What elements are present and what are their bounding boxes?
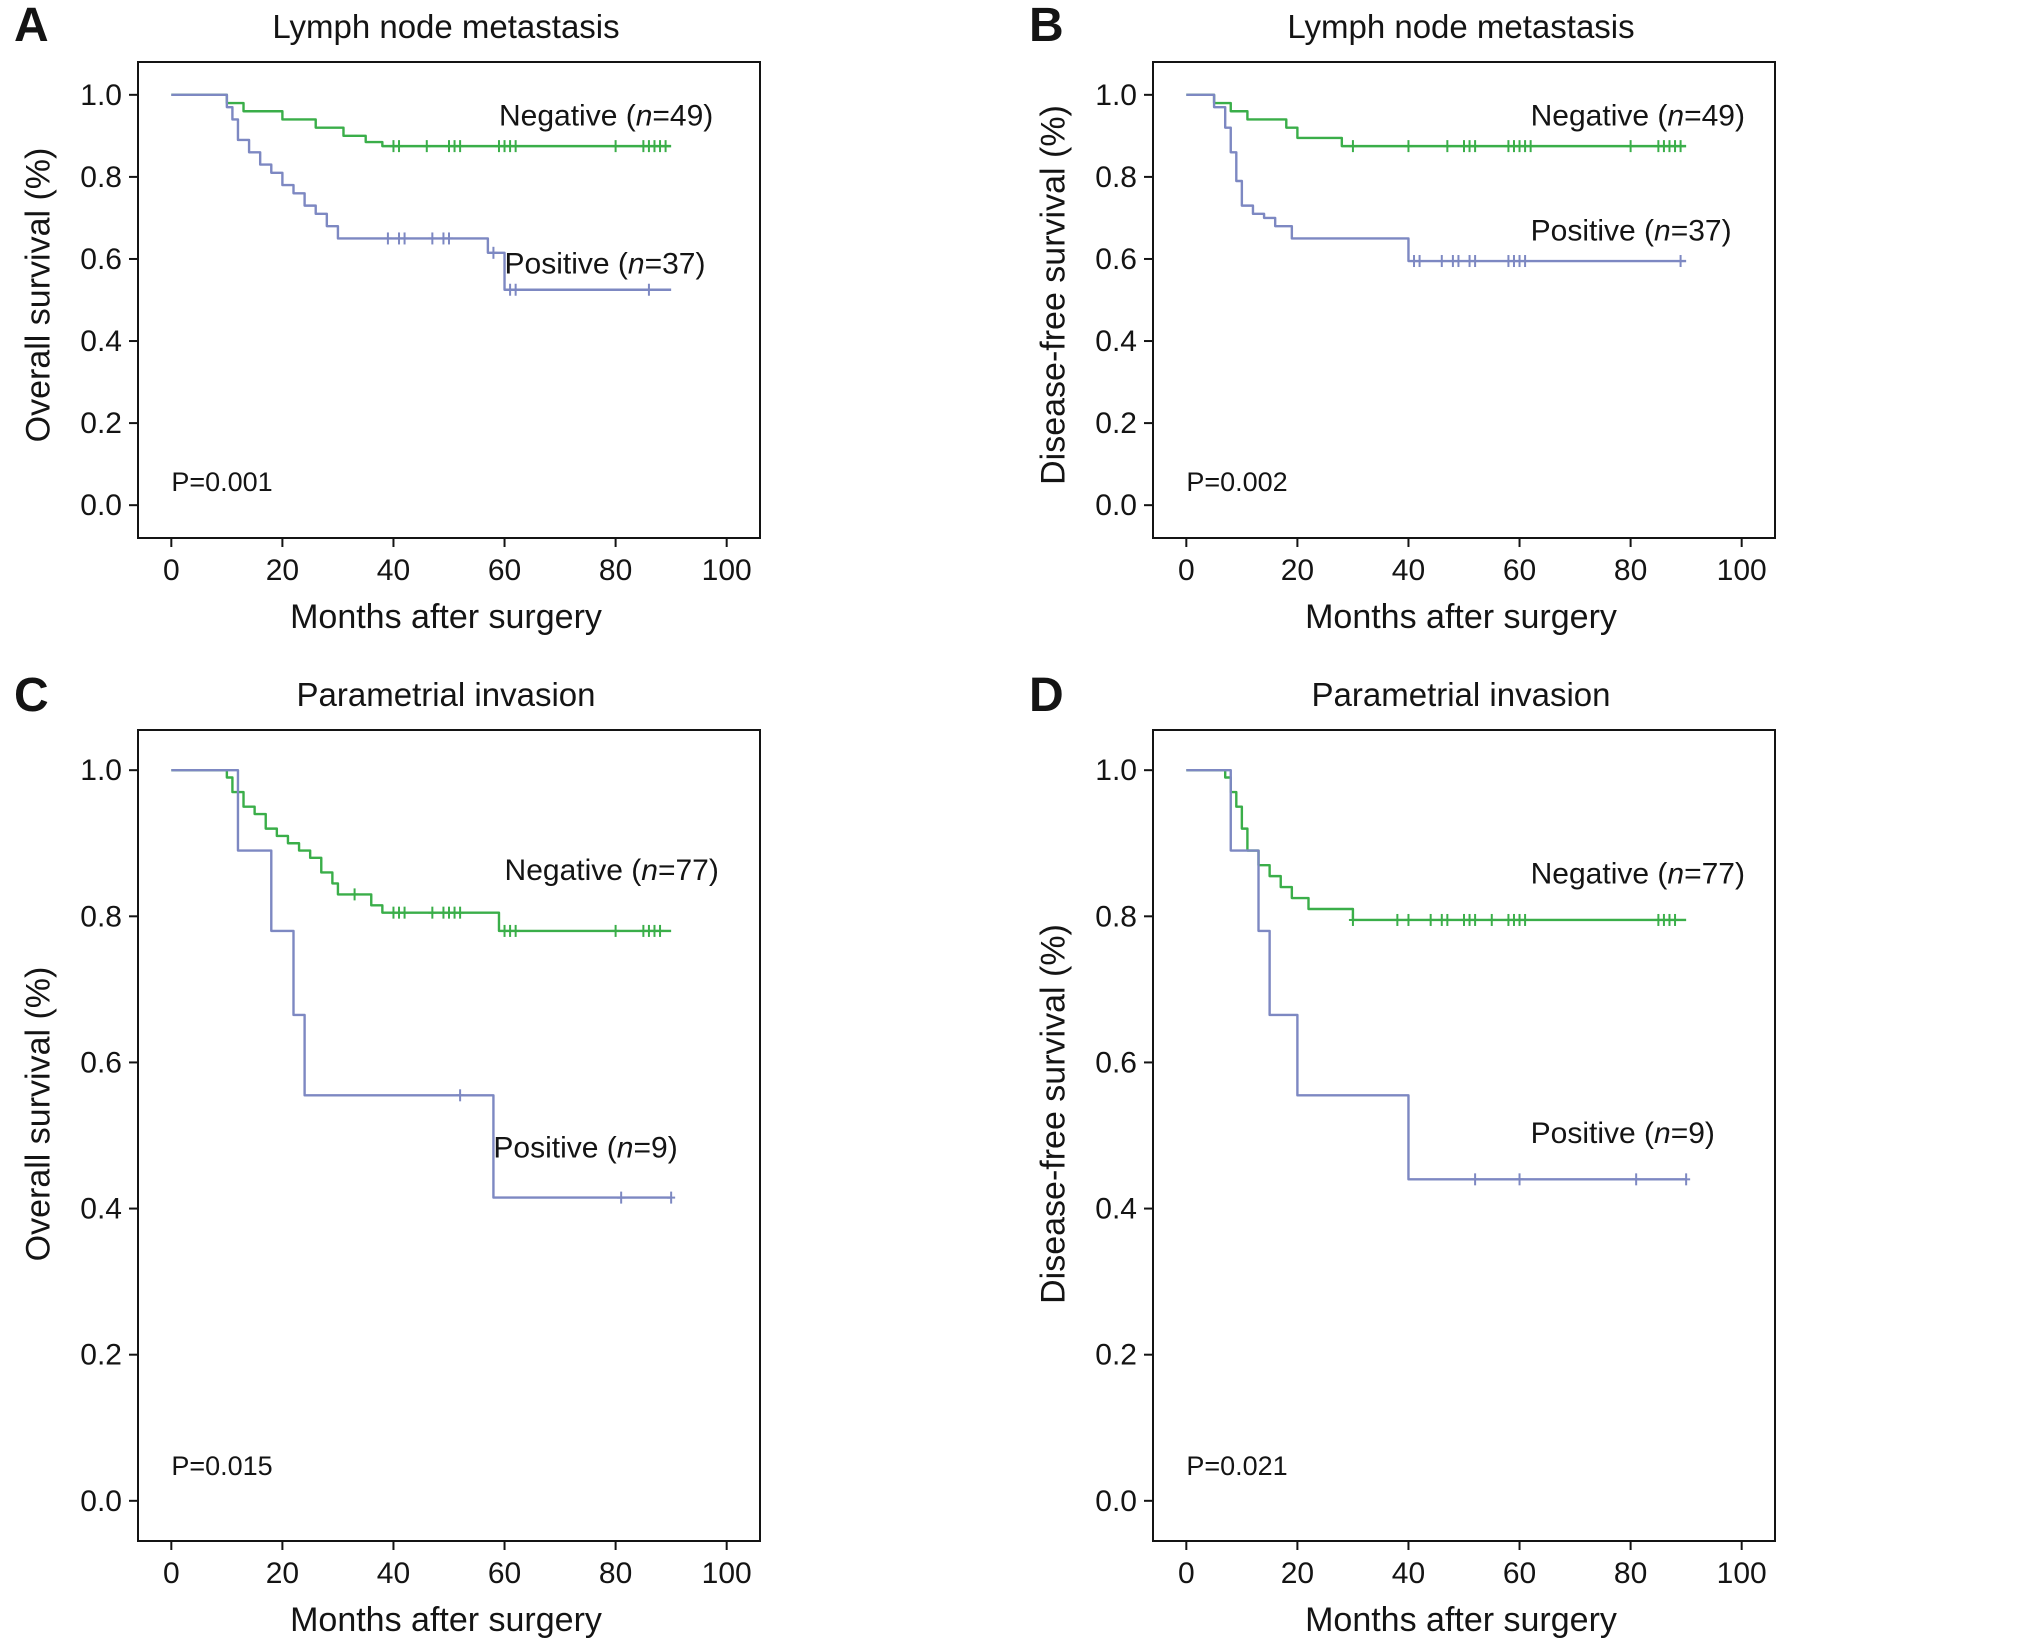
- y-tick-label: 0.6: [1095, 243, 1137, 276]
- x-tick-label: 60: [1503, 1557, 1536, 1590]
- x-tick-label: 20: [1281, 1557, 1314, 1590]
- x-tick-label: 100: [702, 1557, 752, 1590]
- y-axis-label-b: Disease-free survival (%): [1034, 105, 1073, 486]
- y-tick-label: 0.8: [80, 161, 122, 194]
- y-tick-label: 0.2: [1095, 407, 1137, 440]
- y-axis-label-wrap-c: Overall survival (%): [12, 718, 66, 1598]
- y-tick-label: 0.2: [80, 1339, 122, 1372]
- y-tick-label: 0.8: [80, 900, 122, 933]
- panel-letter-d: D: [1029, 669, 1064, 722]
- x-tick-label: 0: [1178, 554, 1195, 587]
- series-label-negative: Negative (n=49): [1531, 100, 1745, 133]
- y-tick-label: 0.4: [1095, 1193, 1137, 1226]
- km-curve-positive: [1186, 768, 1687, 1181]
- y-axis-label-wrap-a: Overall survival (%): [12, 50, 66, 595]
- y-tick-label: 0.6: [80, 1046, 122, 1079]
- x-axis-label-d: Months after surgery: [1305, 1601, 1617, 1639]
- km-curve-negative: [1186, 93, 1687, 148]
- y-axis-label-wrap-d: Disease-free survival (%): [1027, 718, 1081, 1598]
- x-tick-label: 100: [1717, 1557, 1767, 1590]
- chart-title-a: Lymph node metastasis: [272, 8, 620, 45]
- series-label-negative: Negative (n=77): [505, 854, 719, 887]
- km-curve-positive: [171, 93, 672, 291]
- x-tick-label: 20: [1281, 554, 1314, 587]
- x-tick-label: 40: [377, 1557, 410, 1590]
- x-axis-label-b: Months after surgery: [1305, 598, 1617, 636]
- y-tick-label: 0.6: [1095, 1046, 1137, 1079]
- y-tick-label: 0.0: [80, 1485, 122, 1518]
- x-tick-label: 40: [377, 554, 410, 587]
- series-label-negative: Negative (n=49): [499, 100, 713, 133]
- series-label-positive: Positive (n=37): [505, 247, 706, 280]
- x-tick-label: 80: [1614, 554, 1647, 587]
- series-label-positive: Positive (n=37): [1531, 215, 1732, 248]
- x-axis-label-a: Months after surgery: [290, 598, 602, 636]
- chart-title-b: Lymph node metastasis: [1287, 8, 1635, 45]
- km-curve-positive: [1186, 93, 1687, 263]
- panel-d: D Parametrial invasion Disease-free surv…: [1015, 640, 2031, 1644]
- y-tick-label: 0.4: [1095, 325, 1137, 358]
- panel-letter-a: A: [14, 0, 49, 52]
- y-tick-label: 0.2: [80, 407, 122, 440]
- panel-a: A Lymph node metastasis Overall survival…: [0, 0, 1015, 640]
- series-label-positive: Positive (n=9): [1531, 1117, 1715, 1150]
- y-axis-label-c: Overall survival (%): [19, 966, 58, 1262]
- x-tick-label: 0: [163, 1557, 180, 1590]
- x-tick-label: 20: [266, 554, 299, 587]
- km-curve-positive: [171, 768, 672, 1199]
- y-tick-label: 0.4: [80, 325, 122, 358]
- y-tick-label: 1.0: [80, 79, 122, 112]
- plot-frame: [137, 729, 761, 1542]
- panel-letter-b: B: [1029, 0, 1064, 52]
- x-tick-label: 100: [702, 554, 752, 587]
- p-value-label: P=0.015: [171, 1451, 272, 1481]
- y-tick-label: 0.0: [80, 489, 122, 522]
- p-value-label: P=0.002: [1186, 467, 1287, 497]
- p-value-label: P=0.001: [171, 467, 272, 497]
- panel-letter-c: C: [14, 669, 49, 722]
- y-tick-label: 0.2: [1095, 1339, 1137, 1372]
- km-curve-negative: [171, 93, 672, 148]
- x-tick-label: 0: [1178, 1557, 1195, 1590]
- x-tick-label: 80: [599, 554, 632, 587]
- x-tick-label: 0: [163, 554, 180, 587]
- y-tick-label: 1.0: [1095, 79, 1137, 112]
- y-axis-label-wrap-b: Disease-free survival (%): [1027, 50, 1081, 595]
- x-tick-label: 80: [599, 1557, 632, 1590]
- y-axis-label-d: Disease-free survival (%): [1034, 924, 1073, 1304]
- y-tick-label: 0.6: [80, 243, 122, 276]
- panel-c: C Parametrial invasion Overall survival …: [0, 640, 1015, 1644]
- plot-frame: [1152, 729, 1776, 1542]
- x-tick-label: 60: [488, 1557, 521, 1590]
- km-curve-negative: [171, 768, 672, 933]
- series-label-positive: Positive (n=9): [493, 1131, 677, 1164]
- km-plot-d: 0 20 40 60 80 100 0.0 0.2 0.4 0.6 0.8 1.0 Negative (…: [1095, 729, 1776, 1590]
- y-tick-label: 0.8: [1095, 900, 1137, 933]
- x-tick-label: 60: [1503, 554, 1536, 587]
- chart-title-d: Parametrial invasion: [1311, 676, 1611, 713]
- y-tick-label: 0.0: [1095, 1485, 1137, 1518]
- x-tick-label: 100: [1717, 554, 1767, 587]
- y-tick-label: 0.0: [1095, 489, 1137, 522]
- y-axis-label-a: Overall survival (%): [19, 147, 58, 443]
- x-tick-label: 40: [1392, 1557, 1425, 1590]
- y-tick-label: 1.0: [1095, 754, 1137, 787]
- x-tick-label: 80: [1614, 1557, 1647, 1590]
- y-tick-label: 1.0: [80, 754, 122, 787]
- p-value-label: P=0.021: [1186, 1451, 1287, 1481]
- series-label-negative: Negative (n=77): [1531, 857, 1745, 890]
- x-axis-label-c: Months after surgery: [290, 1601, 602, 1639]
- x-tick-label: 60: [488, 554, 521, 587]
- y-tick-label: 0.8: [1095, 161, 1137, 194]
- y-tick-label: 0.4: [80, 1193, 122, 1226]
- chart-title-c: Parametrial invasion: [296, 676, 596, 713]
- km-plot-a: 0 20 40 60 80 100 0.0 0.2 0.4 0.6 0.8 1.0 Negative (…: [80, 61, 761, 587]
- km-plot-b: 0 20 40 60 80 100 0.0 0.2 0.4 0.6 0.8 1.0 Negative (…: [1095, 61, 1776, 587]
- km-plot-c: 0 20 40 60 80 100 0.0 0.2 0.4 0.6 0.8 1.0 Negative (…: [80, 729, 761, 1590]
- x-tick-label: 20: [266, 1557, 299, 1590]
- x-tick-label: 40: [1392, 554, 1425, 587]
- panel-b: B Lymph node metastasis Disease-free sur…: [1015, 0, 2031, 640]
